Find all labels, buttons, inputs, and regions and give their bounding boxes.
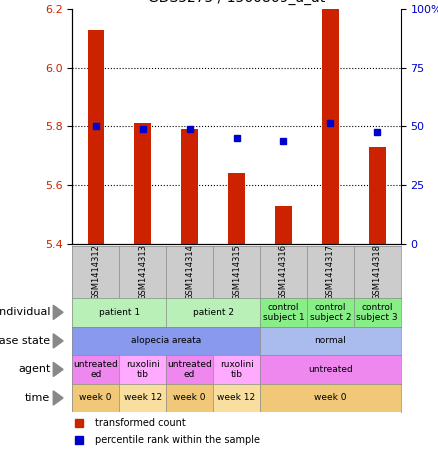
Text: normal: normal (314, 337, 346, 345)
Text: agent: agent (18, 364, 50, 375)
Text: week 12: week 12 (124, 394, 162, 402)
Text: ruxolini
tib: ruxolini tib (219, 360, 254, 379)
Text: week 12: week 12 (217, 394, 256, 402)
Text: GSM1414315: GSM1414315 (232, 244, 241, 300)
Bar (322, 9, 339, 244)
Text: GSM1414314: GSM1414314 (185, 244, 194, 300)
Text: control
subject 2: control subject 2 (310, 303, 351, 322)
Bar (228, 173, 245, 244)
Polygon shape (53, 391, 63, 405)
Text: GSM1414318: GSM1414318 (373, 244, 382, 300)
Text: patient 2: patient 2 (193, 308, 233, 317)
Polygon shape (53, 362, 63, 376)
Text: GSM1414316: GSM1414316 (279, 244, 288, 300)
Text: untreated
ed: untreated ed (73, 360, 118, 379)
Text: control
subject 3: control subject 3 (357, 303, 398, 322)
Text: GSM1414317: GSM1414317 (326, 244, 335, 300)
Text: untreated
ed: untreated ed (167, 360, 212, 379)
Text: control
subject 1: control subject 1 (263, 303, 304, 322)
Bar (88, 29, 104, 244)
Text: week 0: week 0 (314, 394, 346, 402)
Text: GSM1414313: GSM1414313 (138, 244, 147, 300)
Polygon shape (53, 305, 63, 319)
Text: patient 1: patient 1 (99, 308, 140, 317)
Text: individual: individual (0, 307, 50, 318)
Title: GDS5275 / 1560869_a_at: GDS5275 / 1560869_a_at (148, 0, 325, 5)
Text: week 0: week 0 (79, 394, 112, 402)
Bar (134, 124, 151, 244)
Bar (181, 129, 198, 244)
Text: week 0: week 0 (173, 394, 206, 402)
Text: percentile rank within the sample: percentile rank within the sample (95, 435, 260, 445)
Text: ruxolini
tib: ruxolini tib (126, 360, 159, 379)
Text: untreated: untreated (308, 365, 353, 374)
Bar (369, 147, 385, 244)
Text: time: time (25, 393, 50, 403)
Bar (275, 206, 292, 244)
Polygon shape (53, 334, 63, 348)
Text: transformed count: transformed count (95, 418, 186, 428)
Text: alopecia areata: alopecia areata (131, 337, 201, 345)
Text: GSM1414312: GSM1414312 (91, 244, 100, 300)
Text: disease state: disease state (0, 336, 50, 346)
